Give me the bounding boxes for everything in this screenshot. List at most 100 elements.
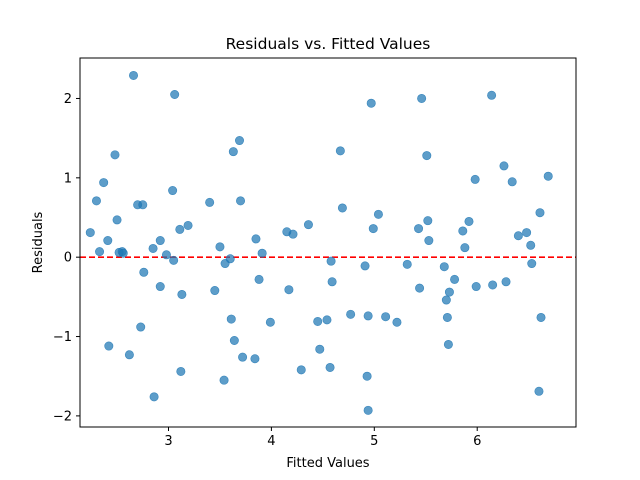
data-point: [238, 352, 248, 362]
data-point: [337, 203, 347, 213]
data-point: [464, 216, 474, 226]
data-point: [104, 341, 114, 351]
data-point: [439, 262, 449, 272]
data-point: [441, 295, 451, 305]
x-tick-label: 3: [164, 434, 172, 449]
data-point: [373, 209, 383, 219]
data-point: [177, 289, 187, 299]
data-point: [155, 282, 165, 292]
data-point: [149, 392, 159, 402]
data-point: [471, 282, 481, 292]
data-point: [450, 274, 460, 284]
data-point: [219, 375, 229, 385]
data-point: [183, 220, 193, 230]
data-point: [487, 90, 497, 100]
x-tick-label: 6: [473, 434, 481, 449]
data-point: [444, 287, 454, 297]
data-point: [315, 344, 325, 354]
data-point: [417, 93, 427, 103]
chart-title: Residuals vs. Fitted Values: [226, 35, 431, 53]
data-point: [112, 215, 122, 225]
data-point: [526, 240, 536, 250]
y-tick-label: 2: [64, 92, 72, 107]
data-point: [488, 280, 498, 290]
data-point: [176, 366, 186, 376]
data-point: [99, 178, 109, 188]
data-point: [169, 255, 179, 265]
data-point: [534, 386, 544, 396]
data-point: [139, 267, 149, 277]
y-tick-label: 1: [64, 171, 72, 186]
data-point: [170, 90, 180, 100]
data-point: [229, 336, 239, 346]
x-axis-label: Fitted Values: [286, 456, 369, 471]
plot-frame: [79, 57, 577, 428]
data-point: [543, 171, 553, 181]
y-tick-label: −1: [53, 330, 72, 345]
data-point: [335, 146, 345, 156]
data-point: [288, 229, 298, 239]
data-point: [443, 339, 453, 349]
data-point: [103, 236, 113, 246]
data-point: [513, 231, 523, 241]
data-point: [363, 311, 373, 321]
data-point: [499, 161, 509, 171]
data-point: [363, 405, 373, 415]
data-point: [303, 220, 313, 230]
data-point: [402, 259, 412, 269]
data-point: [155, 236, 165, 246]
data-point: [148, 243, 158, 253]
data-point: [322, 315, 332, 325]
data-point: [414, 224, 424, 234]
data-point: [210, 286, 220, 296]
data-point: [501, 277, 511, 287]
data-point: [470, 174, 480, 184]
data-point: [415, 283, 425, 293]
data-point: [536, 312, 546, 322]
data-point: [368, 224, 378, 234]
x-tick-label: 5: [370, 434, 378, 449]
data-point: [392, 317, 402, 327]
data-point: [442, 312, 452, 322]
data-point: [360, 261, 370, 271]
data-point: [458, 226, 468, 236]
x-tick-label: 4: [267, 434, 275, 449]
data-point: [254, 274, 264, 284]
x-axis-ticks: 3 4 5 6: [164, 427, 481, 449]
data-point: [129, 70, 139, 80]
data-point: [284, 285, 294, 295]
data-point: [136, 322, 146, 332]
data-point: [236, 196, 246, 206]
data-point: [110, 150, 120, 160]
data-point: [175, 224, 185, 234]
data-point: [527, 259, 537, 269]
data-point: [265, 317, 275, 327]
data-point: [366, 98, 376, 108]
data-point: [423, 216, 433, 226]
data-point: [85, 228, 95, 238]
data-point: [326, 256, 336, 266]
y-tick-label: 0: [64, 251, 72, 266]
data-point: [91, 196, 101, 206]
data-points: [85, 70, 553, 415]
data-point: [522, 228, 532, 238]
data-point: [381, 312, 391, 322]
data-point: [95, 247, 105, 257]
data-point: [257, 248, 267, 258]
data-point: [138, 200, 148, 210]
data-point: [251, 234, 261, 244]
data-point: [460, 243, 470, 253]
data-point: [228, 147, 238, 157]
data-point: [327, 277, 337, 287]
data-point: [424, 236, 434, 246]
y-axis-ticks: −2 −1 0 1 2: [53, 92, 80, 424]
data-point: [313, 316, 323, 326]
data-point: [225, 254, 235, 264]
data-point: [535, 208, 545, 218]
data-point: [422, 151, 432, 161]
data-point: [507, 177, 517, 187]
data-point: [205, 197, 215, 207]
data-point: [215, 242, 225, 252]
